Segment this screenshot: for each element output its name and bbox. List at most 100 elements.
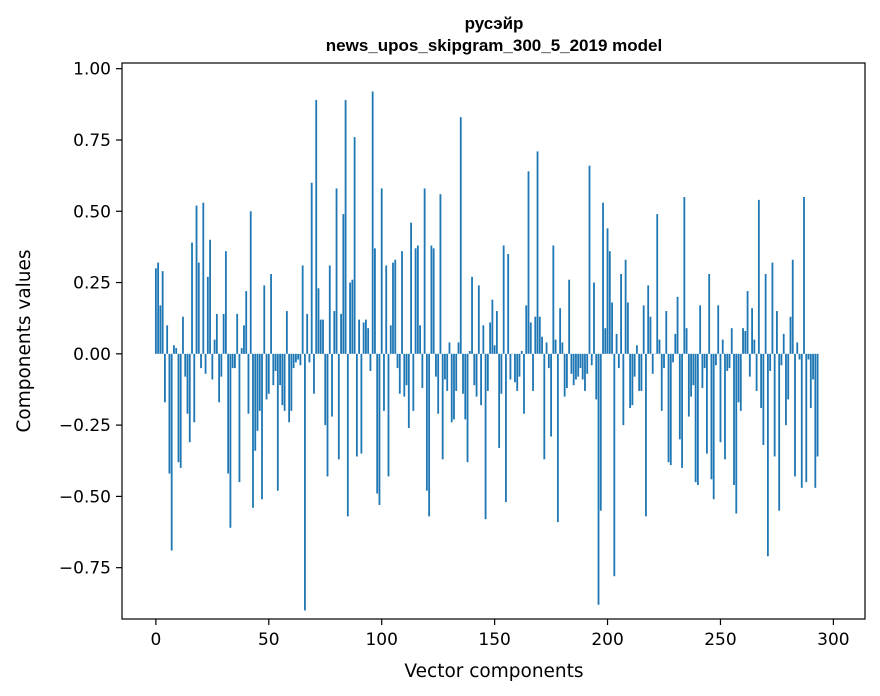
bar [791, 259, 794, 354]
bar [642, 305, 645, 354]
bar [265, 353, 268, 400]
bar [647, 285, 650, 354]
bar [245, 291, 248, 354]
bar [464, 353, 467, 420]
bar [328, 265, 331, 354]
bar [276, 353, 279, 491]
y-tick-label: 0.75 [73, 131, 111, 151]
bar [340, 313, 342, 354]
bar [346, 353, 349, 517]
bar [769, 353, 772, 371]
bar [279, 353, 281, 386]
bar [545, 342, 548, 354]
bar [568, 279, 571, 354]
bar [613, 353, 616, 577]
bar [294, 353, 297, 363]
bar [211, 353, 214, 380]
bar [337, 353, 340, 460]
bar [617, 353, 620, 369]
bar [532, 353, 534, 391]
bar [299, 353, 302, 366]
bar [335, 188, 338, 354]
bar [787, 353, 790, 400]
x-tick-label: 300 [817, 630, 849, 650]
bar [744, 331, 747, 354]
bar [721, 339, 724, 354]
bar [224, 251, 227, 354]
bar [324, 353, 327, 426]
bar [439, 194, 442, 354]
bar [186, 353, 189, 414]
bar [389, 325, 392, 354]
x-tick-label: 100 [365, 630, 397, 650]
bar [374, 248, 376, 354]
bar [660, 353, 663, 411]
bar [809, 353, 812, 408]
bar [726, 353, 729, 371]
bar [814, 353, 817, 488]
bar [719, 353, 722, 443]
bar [254, 353, 257, 451]
bar [570, 353, 573, 374]
bar [200, 353, 202, 369]
bar [552, 245, 555, 354]
bar [701, 353, 704, 389]
bar [590, 353, 593, 366]
bar [322, 319, 324, 354]
bar [308, 353, 311, 363]
bar [304, 353, 306, 611]
bar [222, 313, 225, 354]
bar [579, 353, 582, 369]
x-tick-label: 250 [704, 630, 736, 650]
bar [193, 353, 196, 423]
bar [281, 353, 284, 406]
bar [412, 353, 415, 411]
bar [638, 353, 641, 391]
bar [396, 353, 399, 369]
plot-frame [121, 62, 866, 620]
bar [243, 325, 245, 354]
bar [529, 322, 532, 354]
bar [161, 271, 164, 354]
bar [292, 353, 295, 369]
bar [514, 353, 516, 383]
bar [692, 353, 695, 386]
bar [240, 348, 243, 354]
bar [674, 333, 677, 354]
bar [547, 353, 550, 369]
bar [658, 339, 661, 354]
bar [297, 353, 300, 360]
bar [315, 100, 318, 354]
bar [453, 353, 455, 420]
bar [505, 353, 507, 503]
bar [367, 328, 370, 354]
bar [301, 265, 304, 354]
bar [157, 262, 160, 354]
bar [403, 353, 406, 397]
bar [554, 339, 557, 354]
bar [599, 353, 602, 511]
bar [446, 353, 449, 391]
bar [358, 319, 361, 354]
bar [380, 188, 383, 354]
bar [168, 353, 171, 474]
bar [651, 353, 654, 374]
bar [184, 353, 187, 377]
bar [717, 305, 720, 354]
bar [796, 342, 799, 354]
bar [696, 353, 699, 485]
bar [620, 273, 622, 354]
bar [493, 345, 496, 354]
bar [798, 353, 801, 360]
bar [204, 353, 207, 374]
bar [706, 353, 708, 454]
bar [785, 353, 787, 426]
bar [306, 313, 309, 354]
bar [423, 188, 426, 354]
bar [448, 342, 451, 354]
bar [780, 353, 783, 366]
bar [369, 353, 372, 371]
bar [394, 259, 397, 354]
bar [687, 353, 690, 417]
